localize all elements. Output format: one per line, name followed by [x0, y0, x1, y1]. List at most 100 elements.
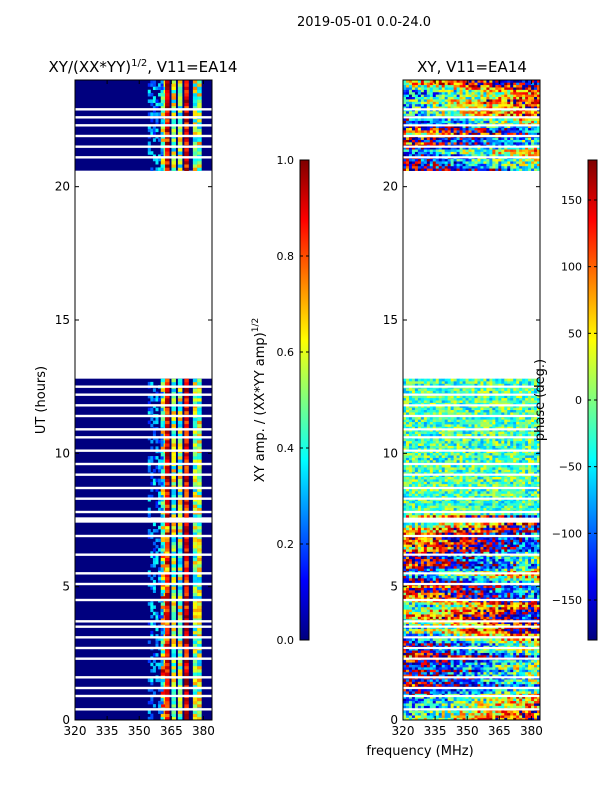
phase-cell: [414, 609, 419, 613]
phase-cell: [408, 655, 413, 658]
phase-cell: [489, 592, 493, 596]
phase-cell: [501, 549, 505, 552]
phase-cell: [444, 561, 448, 564]
amplitude-cell: [160, 475, 166, 479]
phase-cell: [432, 695, 437, 699]
phase-cell: [450, 630, 454, 634]
phase-cell: [471, 573, 475, 576]
phase-cell: [441, 578, 445, 581]
phase-cell: [465, 575, 469, 579]
phase-cell: [438, 667, 443, 670]
phase-cell: [420, 546, 425, 550]
phase-cell: [492, 688, 496, 692]
amplitude-cell: [177, 605, 183, 609]
amplitude-cell: [184, 554, 189, 558]
phase-cell: [510, 597, 514, 600]
phase-cell: [465, 585, 469, 588]
amplitude-cell: [184, 621, 189, 625]
phase-cell: [403, 659, 407, 663]
phase-cell: [531, 683, 535, 687]
amplitude-cell: [171, 567, 176, 571]
phase-cell: [459, 580, 463, 584]
amplitude-cell: [192, 678, 198, 683]
phase-cell: [426, 683, 431, 687]
phase-cell: [429, 623, 434, 627]
phase-cell: [403, 667, 407, 670]
phase-cell: [429, 715, 434, 718]
phase-cell: [516, 645, 520, 649]
phase-cell: [510, 645, 514, 649]
phase-cell: [447, 616, 451, 620]
amplitude-cell: [160, 614, 164, 619]
phase-cell: [510, 568, 514, 572]
phase-cell: [414, 679, 419, 682]
amplitude-cell: [155, 105, 159, 110]
phase-cell: [486, 563, 490, 567]
phase-cell: [441, 561, 445, 564]
phase-cell: [462, 606, 466, 610]
amplitude-cell: [197, 141, 202, 146]
amplitude-cell: [165, 564, 170, 568]
phase-cell: [522, 633, 526, 637]
phase-cell: [444, 573, 448, 576]
phase-cell: [531, 614, 535, 617]
phase-cell: [477, 573, 481, 576]
phase-cell: [450, 710, 454, 714]
phase-cell: [477, 532, 481, 535]
phase-cell: [441, 647, 445, 651]
phase-cell: [435, 638, 440, 641]
phase-cell: [498, 655, 502, 658]
phase-cell: [420, 565, 425, 569]
phase-cell: [426, 575, 431, 579]
phase-cell: [417, 575, 422, 579]
amplitude-cell: [171, 573, 176, 578]
amplitude-cell: [171, 391, 176, 396]
amplitude-cell: [158, 494, 162, 499]
phase-cell: [525, 705, 529, 709]
amplitude-cell: [197, 551, 202, 555]
phase-cell: [429, 609, 434, 613]
phase-cell: [447, 705, 451, 709]
phase-cell: [450, 616, 454, 620]
phase-cell: [444, 544, 448, 548]
phase-cell: [414, 590, 419, 593]
phase-cell: [408, 710, 413, 714]
phase-cell: [477, 578, 481, 581]
phase-cell: [456, 715, 460, 718]
phase-cell: [525, 565, 529, 569]
phase-cell: [420, 638, 425, 641]
phase-cell: [432, 604, 437, 608]
phase-cell: [519, 611, 523, 615]
phase-cell: [435, 647, 440, 651]
phase-cell: [420, 628, 425, 632]
amplitude-cell: [160, 643, 164, 648]
amplitude-cell: [152, 96, 156, 100]
phase-cell: [450, 647, 454, 651]
phase-cell: [403, 630, 407, 634]
phase-cell: [417, 712, 422, 716]
phase-cell: [453, 691, 457, 694]
phase-cell: [432, 556, 437, 560]
phase-cell: [480, 551, 484, 555]
phase-cell: [504, 645, 508, 649]
phase-cell: [468, 546, 472, 550]
phase-cell: [522, 710, 526, 714]
phase-cell: [447, 575, 451, 579]
amplitude-cell: [171, 621, 176, 625]
amplitude-gap-row: [75, 116, 212, 119]
phase-cell: [525, 688, 529, 692]
amplitude-cell: [192, 465, 198, 470]
phase-cell: [417, 556, 422, 560]
phase-cell: [474, 642, 478, 646]
phase-cell: [429, 556, 434, 560]
amplitude-cell: [165, 659, 170, 664]
phase-cell: [417, 717, 422, 720]
phase-cell: [432, 633, 437, 637]
phase-cell: [411, 551, 416, 555]
phase-cell: [510, 664, 514, 668]
phase-cell: [492, 683, 496, 687]
phase-cell: [525, 606, 529, 610]
phase-cell: [510, 695, 514, 699]
phase-cell: [510, 647, 514, 651]
phase-cell: [405, 546, 410, 550]
